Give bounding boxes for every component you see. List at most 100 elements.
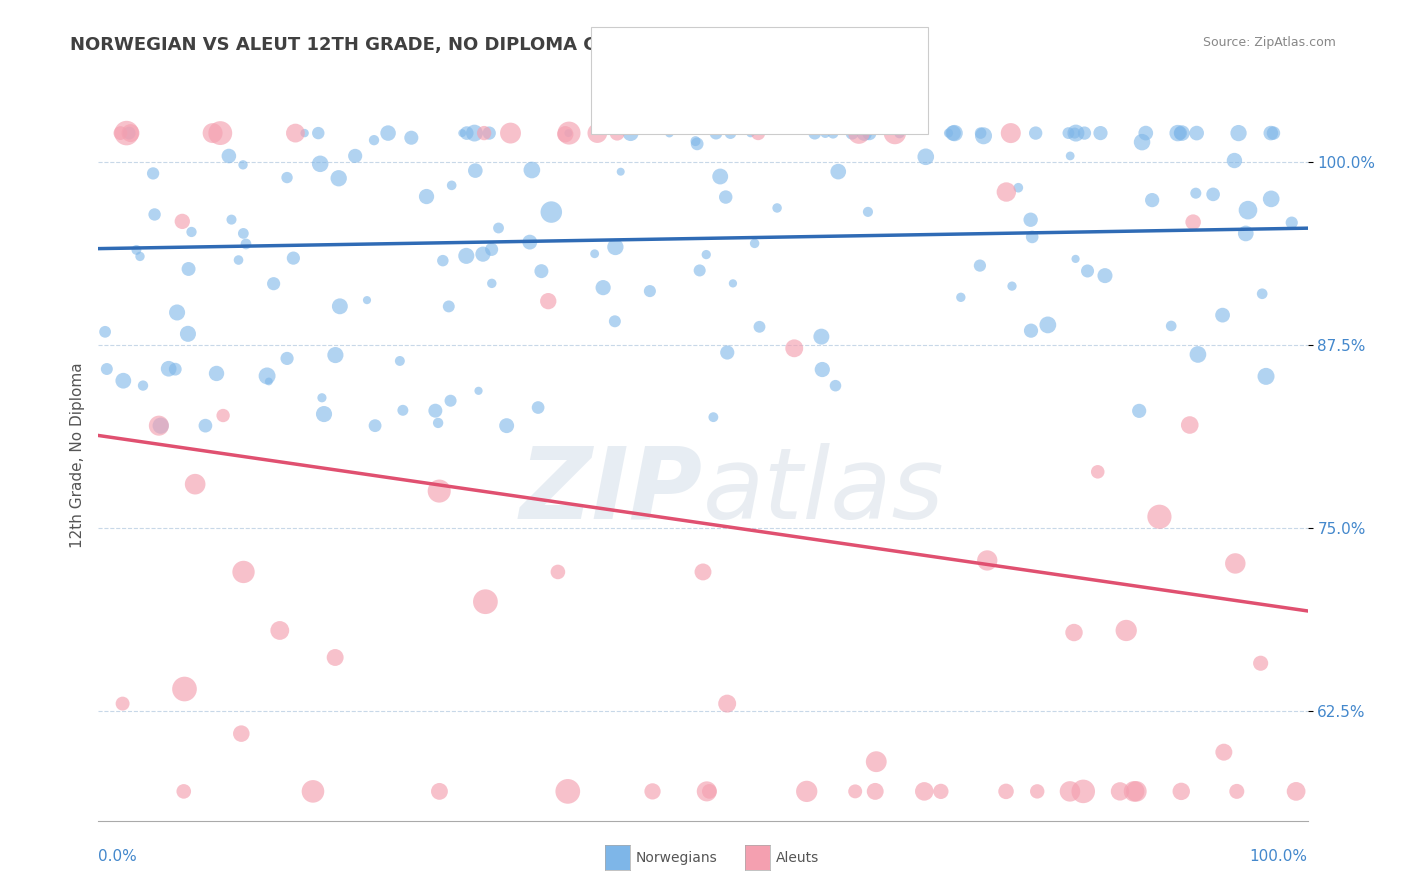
Point <box>912 784 935 798</box>
Point <box>814 126 837 140</box>
Point <box>821 126 844 140</box>
Point <box>276 170 298 185</box>
Point <box>721 277 744 291</box>
Point <box>704 126 727 140</box>
Point <box>232 158 254 172</box>
Point <box>949 290 972 304</box>
Point <box>748 319 770 334</box>
Point <box>943 126 966 140</box>
Point <box>451 126 474 140</box>
Point <box>344 149 367 163</box>
Point <box>942 126 965 140</box>
Point <box>143 207 166 221</box>
Point <box>415 189 437 203</box>
Point <box>1026 784 1049 798</box>
Text: 100.0%: 100.0% <box>1250 849 1308 863</box>
Point <box>294 126 316 140</box>
Point <box>142 166 165 180</box>
Point <box>827 164 849 178</box>
Point <box>1109 784 1132 798</box>
Point <box>256 368 278 383</box>
Point <box>1250 657 1272 671</box>
Point <box>1076 264 1098 278</box>
Point <box>364 418 387 433</box>
Text: -0.203: -0.203 <box>655 91 716 109</box>
Y-axis label: 12th Grade, No Diploma: 12th Grade, No Diploma <box>69 362 84 548</box>
Point <box>1130 135 1153 149</box>
Point <box>914 150 936 164</box>
Point <box>1212 308 1234 322</box>
Point <box>165 362 187 376</box>
Text: 58: 58 <box>755 91 775 109</box>
Point <box>471 247 494 261</box>
Point <box>520 163 543 178</box>
Point <box>439 393 461 408</box>
Point <box>592 280 614 294</box>
Point <box>1063 126 1085 140</box>
Point <box>463 126 485 140</box>
Point <box>328 171 350 186</box>
Point <box>783 341 806 355</box>
Point <box>425 403 447 417</box>
Point <box>1123 784 1146 798</box>
Point <box>166 305 188 319</box>
Point <box>232 565 254 579</box>
Point <box>995 784 1018 798</box>
Point <box>427 416 450 430</box>
Point <box>1170 784 1192 798</box>
Point <box>766 201 789 215</box>
Point <box>356 293 378 307</box>
Point <box>309 157 332 171</box>
Point <box>714 190 737 204</box>
Point <box>554 128 576 142</box>
Point <box>388 354 411 368</box>
Point <box>716 345 738 359</box>
Point <box>540 205 562 219</box>
Point <box>1182 215 1205 229</box>
Point <box>499 126 522 140</box>
Point <box>1226 784 1249 798</box>
Point <box>938 126 960 140</box>
Text: 153: 153 <box>755 54 785 71</box>
Point <box>709 169 731 184</box>
Point <box>194 418 217 433</box>
Point <box>969 259 991 273</box>
Point <box>232 227 254 241</box>
Point <box>177 262 200 277</box>
Point <box>889 126 911 140</box>
Point <box>1019 212 1042 227</box>
Point <box>440 178 463 193</box>
Point <box>844 784 866 798</box>
Point <box>235 236 257 251</box>
Point <box>1237 203 1260 218</box>
Point <box>605 240 627 254</box>
Point <box>201 126 224 140</box>
Point <box>228 253 250 268</box>
Point <box>1185 126 1208 140</box>
Text: R =        N =: R = N = <box>644 54 794 71</box>
Point <box>1187 347 1209 361</box>
Point <box>1160 318 1182 333</box>
Point <box>205 367 228 381</box>
Point <box>148 418 170 433</box>
Point <box>481 277 503 291</box>
Point <box>638 284 661 298</box>
Point <box>284 126 307 140</box>
Point <box>467 384 489 398</box>
Point <box>456 126 478 140</box>
Point <box>177 326 200 341</box>
Point <box>1227 126 1250 140</box>
Point <box>173 784 195 798</box>
Point <box>537 294 560 309</box>
Point <box>1115 624 1137 638</box>
Point <box>283 251 305 265</box>
Text: 0.063: 0.063 <box>664 54 714 71</box>
Point <box>1001 279 1024 293</box>
Point <box>796 784 818 798</box>
Point <box>976 553 998 567</box>
Point <box>699 784 721 798</box>
Point <box>1064 252 1087 266</box>
Point <box>325 348 347 362</box>
Point <box>231 726 253 740</box>
Point <box>257 375 280 389</box>
